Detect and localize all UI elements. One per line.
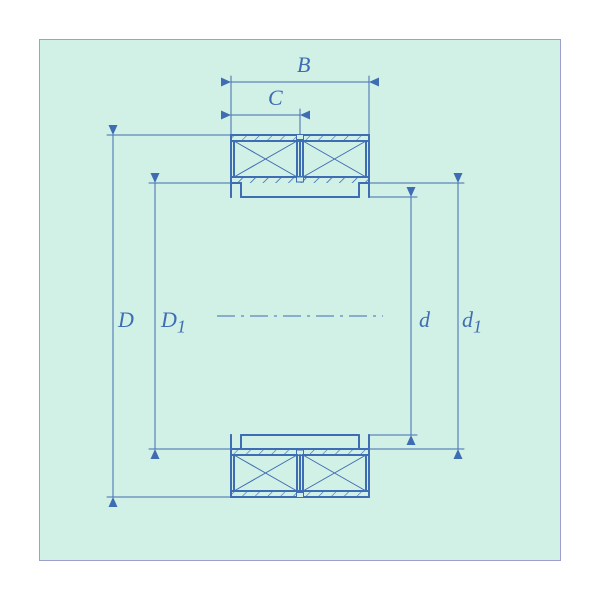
label-B: B [297,52,310,78]
label-d: d [419,307,430,333]
label-C: C [268,85,283,111]
label-d1: d1 [462,307,482,337]
label-D1: D1 [161,307,186,337]
panel [40,40,560,560]
label-D: D [118,307,134,333]
